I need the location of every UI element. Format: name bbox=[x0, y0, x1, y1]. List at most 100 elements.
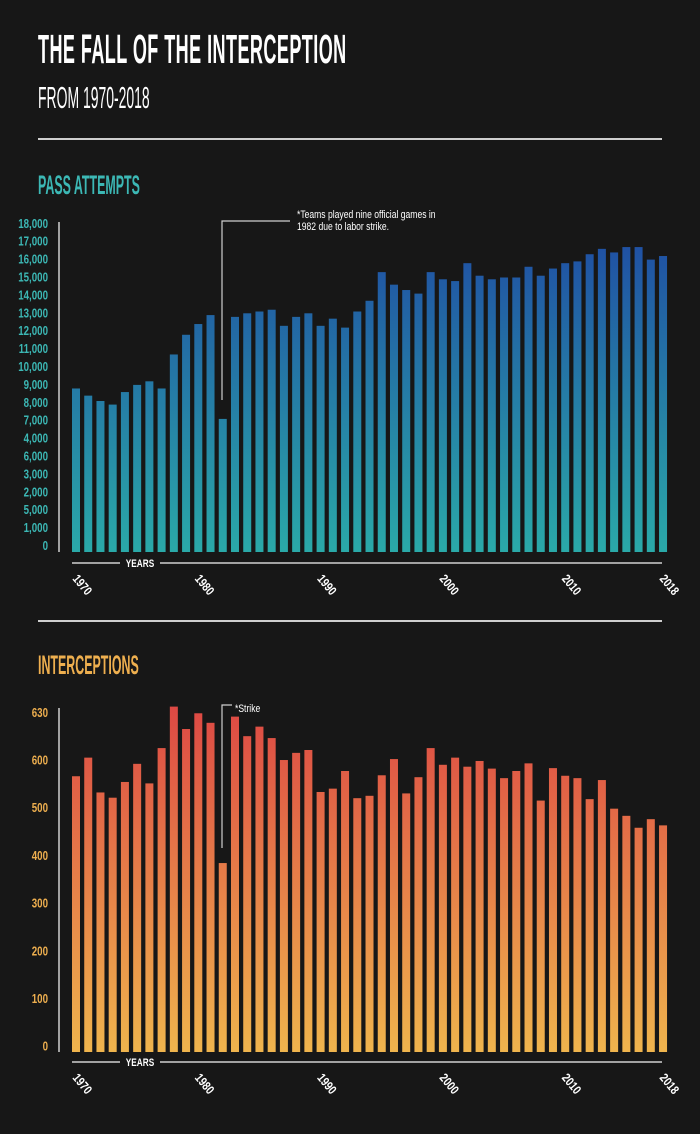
interceptions-title: INTERCEPTIONS bbox=[38, 650, 139, 680]
bar bbox=[292, 316, 301, 552]
bar bbox=[194, 713, 203, 1052]
bar bbox=[194, 324, 203, 552]
y-tick-label: 9,000 bbox=[24, 379, 48, 392]
bar bbox=[536, 800, 545, 1052]
bar bbox=[230, 716, 239, 1052]
page-title: THE FALL OF THE INTERCEPTION bbox=[38, 26, 347, 72]
y-tick-label: 630 bbox=[32, 707, 48, 720]
bar bbox=[451, 281, 460, 552]
x-tick-label: 2010 bbox=[559, 573, 583, 599]
bar bbox=[561, 263, 570, 552]
bar bbox=[561, 775, 570, 1052]
bar bbox=[438, 279, 447, 552]
annotation-text: 1982 due to labor strike. bbox=[297, 221, 389, 233]
bar bbox=[84, 757, 93, 1052]
bar bbox=[316, 791, 325, 1052]
bar bbox=[536, 275, 545, 552]
bar bbox=[157, 748, 166, 1052]
bar bbox=[610, 252, 619, 552]
bar bbox=[328, 318, 337, 552]
divider bbox=[38, 620, 662, 622]
bar bbox=[512, 277, 521, 552]
bar bbox=[512, 770, 521, 1052]
y-tick-label: 16,000 bbox=[18, 254, 48, 267]
bar bbox=[622, 815, 631, 1052]
bar bbox=[108, 404, 117, 552]
x-tick-label: 2000 bbox=[436, 573, 460, 599]
bar bbox=[365, 300, 374, 552]
bar bbox=[157, 388, 166, 552]
y-tick-label: 7,000 bbox=[24, 415, 48, 428]
bar bbox=[389, 759, 398, 1052]
y-tick-label: 8,000 bbox=[24, 397, 48, 410]
bar bbox=[230, 316, 239, 552]
bar bbox=[524, 763, 533, 1052]
x-tick-label: 1980 bbox=[192, 573, 216, 599]
y-tick-label: 100 bbox=[32, 993, 48, 1006]
bar bbox=[182, 729, 191, 1052]
annotation-text: *Teams played nine official games in bbox=[297, 209, 436, 221]
bar bbox=[206, 315, 215, 552]
bar bbox=[585, 799, 594, 1052]
x-tick-label: 2010 bbox=[559, 1072, 583, 1098]
x-tick-label: 1970 bbox=[69, 1072, 93, 1098]
x-axis-title: YEARS bbox=[126, 558, 155, 570]
bar bbox=[120, 392, 129, 552]
y-tick-label: 13,000 bbox=[18, 307, 48, 320]
bar bbox=[353, 311, 362, 552]
bar bbox=[377, 775, 386, 1052]
bar bbox=[463, 766, 472, 1052]
bar bbox=[145, 783, 154, 1052]
bar bbox=[133, 384, 142, 552]
y-tick-label: 200 bbox=[32, 945, 48, 958]
bar bbox=[84, 395, 93, 552]
bar bbox=[573, 261, 582, 552]
y-tick-label: 11,000 bbox=[19, 343, 48, 356]
bar bbox=[243, 313, 252, 552]
bar bbox=[292, 752, 301, 1052]
pass-attempts-title: PASS ATTEMPTS bbox=[38, 170, 140, 200]
bar bbox=[206, 722, 215, 1052]
bar bbox=[646, 819, 655, 1052]
bar bbox=[622, 247, 631, 552]
bar bbox=[475, 760, 484, 1052]
x-tick-label: 2018 bbox=[657, 573, 681, 599]
y-tick-label: 500 bbox=[32, 802, 48, 815]
bar bbox=[610, 808, 619, 1052]
bar bbox=[500, 778, 509, 1052]
bar bbox=[426, 272, 435, 552]
bar bbox=[463, 263, 472, 552]
bar bbox=[426, 748, 435, 1052]
bar bbox=[133, 763, 142, 1052]
bar bbox=[96, 792, 105, 1052]
x-tick-label: 1990 bbox=[314, 573, 338, 599]
bar bbox=[646, 259, 655, 552]
y-tick-label: 2,000 bbox=[24, 486, 48, 499]
bar bbox=[548, 768, 557, 1052]
bar bbox=[304, 750, 313, 1052]
bar bbox=[316, 325, 325, 552]
bar bbox=[500, 277, 509, 552]
bar bbox=[389, 284, 398, 552]
x-tick-label: 1980 bbox=[192, 1072, 216, 1098]
divider bbox=[38, 138, 662, 140]
bar bbox=[414, 293, 423, 552]
x-tick-label: 1970 bbox=[69, 573, 93, 599]
bar bbox=[597, 248, 606, 553]
y-tick-label: 18,000 bbox=[18, 218, 48, 231]
annotation-leader-line bbox=[221, 220, 290, 400]
bar bbox=[328, 788, 337, 1052]
x-axis-title: YEARS bbox=[126, 1057, 155, 1069]
y-tick-label: 14,000 bbox=[18, 289, 48, 302]
bar bbox=[377, 272, 386, 552]
bar bbox=[267, 309, 276, 552]
annotation-leader-line bbox=[221, 704, 232, 848]
bar bbox=[341, 327, 350, 552]
bar bbox=[487, 768, 496, 1052]
bar bbox=[243, 736, 252, 1052]
bar bbox=[341, 770, 350, 1052]
pass-attempts-chart: 0 1,000 5,000 2,000 3,000 6,000 4,000 7,000 8,00… bbox=[18, 209, 681, 598]
bar bbox=[475, 275, 484, 552]
bar bbox=[634, 827, 643, 1052]
